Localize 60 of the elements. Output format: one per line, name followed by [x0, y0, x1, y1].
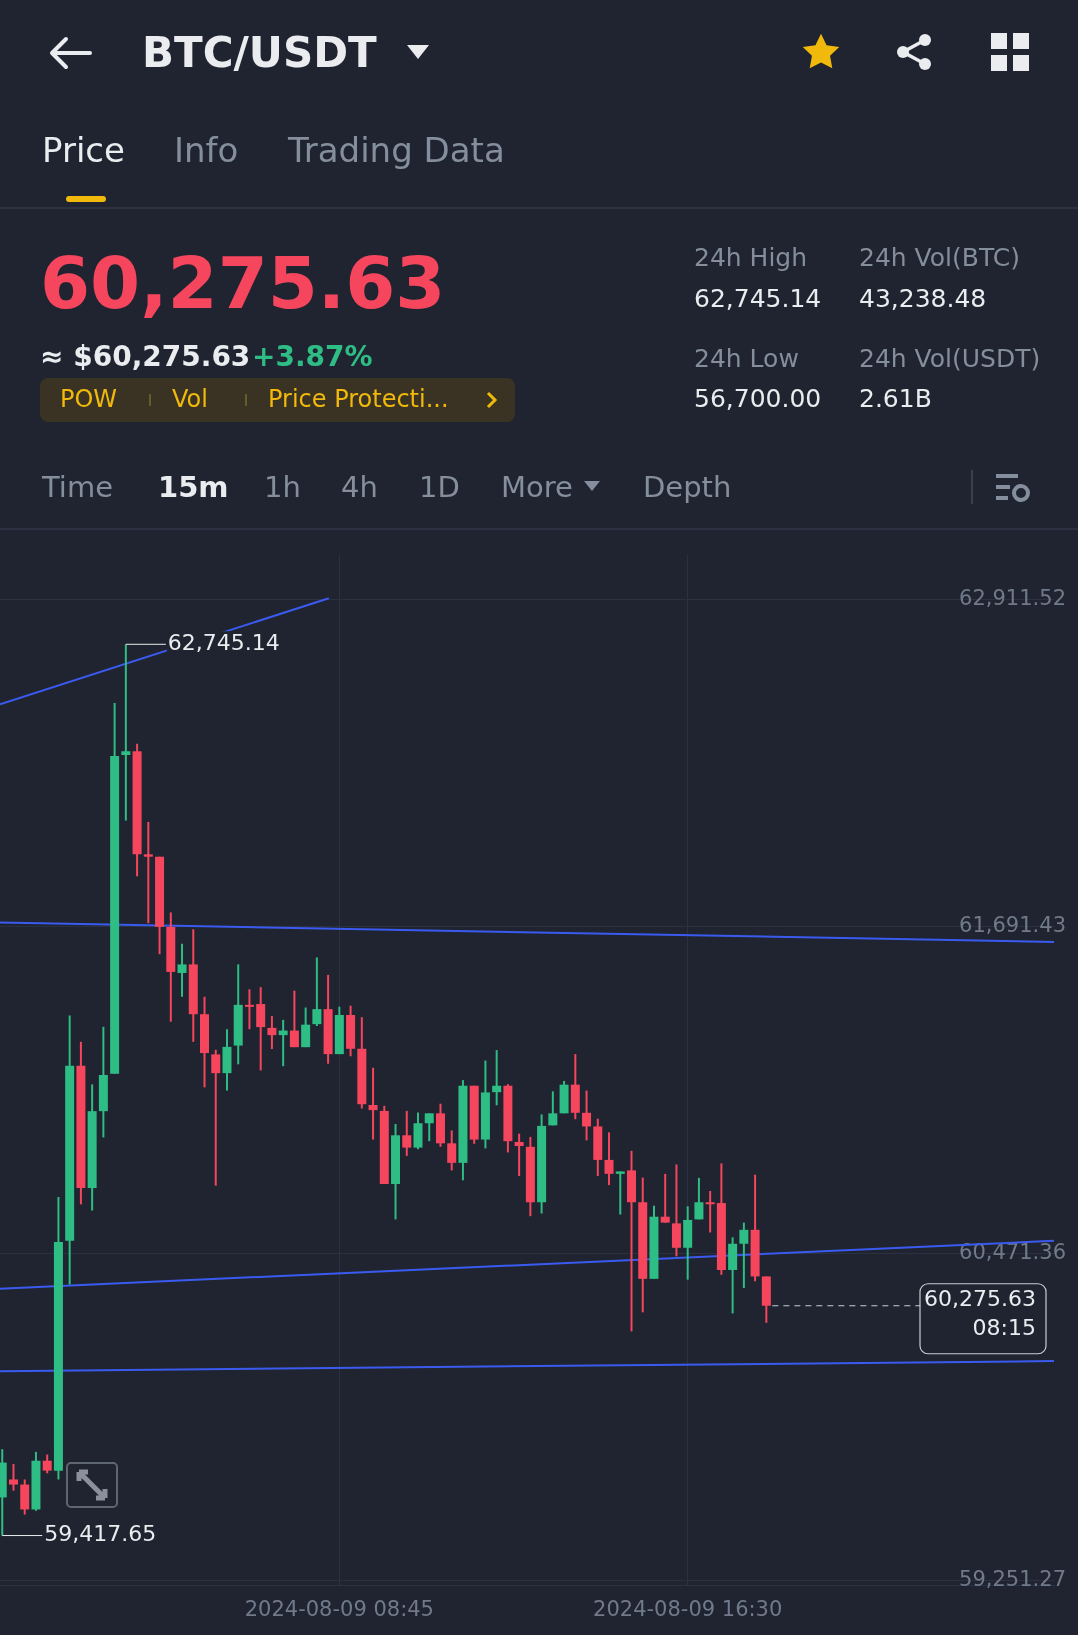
candlestick — [582, 1089, 592, 1142]
text: Vol — [172, 385, 208, 414]
candlestick — [604, 1131, 614, 1187]
text: 2.61B — [859, 384, 932, 414]
candlestick — [694, 1176, 704, 1221]
y-tick-label: 59,251.27 — [959, 1566, 1066, 1591]
candlestick — [368, 1066, 378, 1141]
x-tick-label: 2024-08-09 16:30 — [593, 1596, 783, 1621]
candlestick — [143, 820, 153, 925]
candlestick — [739, 1221, 749, 1289]
x-tick-label: 2024-08-09 08:45 — [244, 1596, 434, 1621]
y-tick-label: 60,471.36 — [959, 1239, 1066, 1264]
candlestick — [660, 1172, 670, 1224]
candlestick — [177, 942, 187, 998]
candlestick — [447, 1129, 457, 1172]
text: Price — [42, 130, 125, 171]
text: 24h Low — [694, 344, 799, 374]
text: 1h — [264, 470, 301, 505]
annotation: 62,745.14 — [167, 630, 280, 656]
candlestick — [8, 1462, 18, 1492]
text: 4h — [341, 470, 378, 505]
text: +3.87% — [252, 340, 373, 374]
candlestick — [514, 1132, 524, 1177]
candlestick — [256, 986, 266, 1072]
text: 24h Vol(BTC) — [859, 243, 1020, 273]
ref-line-label: 60,275.63 08:15 — [924, 1286, 1036, 1341]
candlestick — [244, 988, 254, 1031]
text: Depth — [643, 470, 732, 505]
text: More — [501, 470, 573, 505]
text: 15m — [158, 470, 229, 505]
candlestick — [121, 643, 131, 822]
candlestick — [211, 1048, 221, 1187]
chart-title: BTC/USDT — [142, 28, 377, 77]
text: 56,700.00 — [694, 384, 822, 414]
y-tick-label: 62,911.52 — [959, 586, 1066, 611]
candlestick — [548, 1090, 558, 1127]
candlestick — [267, 1015, 277, 1051]
candlestick — [301, 1006, 311, 1049]
annotation: 59,417.65 — [44, 1521, 157, 1547]
text: Price Protecti... — [268, 385, 449, 414]
text: 1D — [419, 470, 460, 505]
candlestick — [424, 1112, 434, 1143]
text: Time — [42, 470, 113, 505]
y-tick-label: 61,691.43 — [959, 912, 1066, 937]
candlestick — [615, 1170, 625, 1216]
text: 60,275.63 — [40, 240, 446, 327]
text: 62,745.14 — [694, 284, 822, 314]
text: 43,238.48 — [859, 284, 987, 314]
text: Trading Data — [288, 130, 505, 171]
candlestick — [289, 989, 299, 1049]
text: Info — [174, 130, 239, 171]
text: 24h High — [694, 243, 808, 273]
candlestick — [402, 1109, 412, 1157]
candlestick — [492, 1049, 502, 1107]
text: ≈ $60,275.63 — [40, 340, 251, 374]
text: POW — [60, 385, 118, 414]
candlestick — [42, 1453, 52, 1475]
text: 24h Vol(USDT) — [859, 344, 1041, 374]
candlestick — [705, 1190, 715, 1234]
candlestick — [312, 956, 322, 1028]
